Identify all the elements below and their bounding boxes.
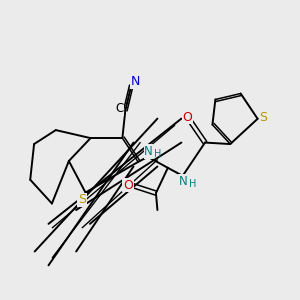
- Text: O: O: [182, 111, 192, 124]
- Text: S: S: [260, 111, 268, 124]
- Text: C: C: [115, 103, 124, 116]
- Text: S: S: [78, 194, 86, 206]
- Text: H: H: [154, 149, 161, 160]
- Text: N: N: [131, 75, 140, 88]
- Text: N: N: [179, 175, 188, 188]
- Text: N: N: [144, 145, 153, 158]
- Text: O: O: [123, 178, 133, 192]
- Text: H: H: [188, 179, 196, 189]
